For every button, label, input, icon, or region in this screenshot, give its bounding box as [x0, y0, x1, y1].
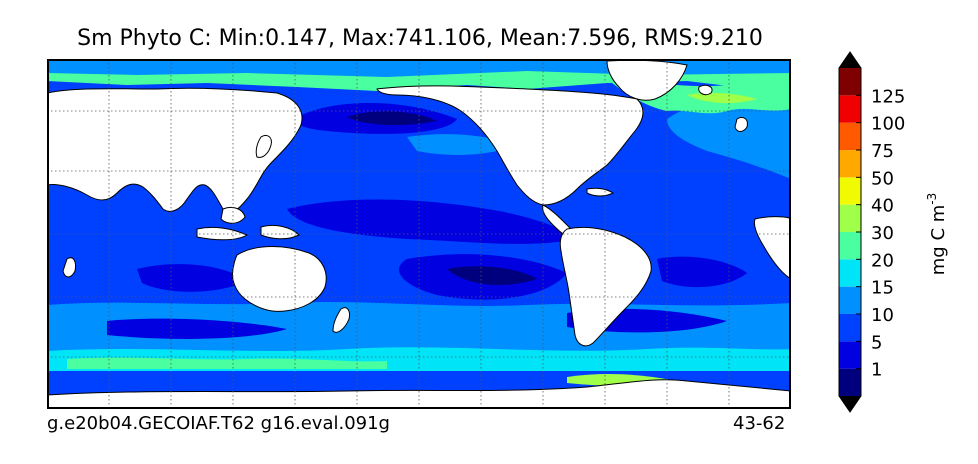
colorbar-segment [839, 314, 861, 342]
caribbean-islands [586, 187, 614, 197]
british-isles [734, 116, 748, 132]
colorbar-tick-label: 40 [871, 196, 894, 217]
africa-west-coast [754, 216, 791, 280]
colorbar-tick-label: 5 [871, 332, 882, 353]
colorbar-unit-label: mg C m-3 [925, 193, 949, 275]
southern-ocean-low-band [107, 318, 287, 339]
colorbar-tick-label: 1 [871, 360, 882, 381]
equatorial-pacific-low [287, 199, 577, 244]
colorbar-tick-label: 15 [871, 278, 894, 299]
indonesia [196, 226, 249, 241]
southern-ocean-very-high [67, 357, 387, 369]
colorbar-tick-label: 30 [871, 223, 894, 244]
north-pacific-core [347, 111, 437, 126]
colorbar-tick-label: 50 [871, 168, 894, 189]
new-guinea [260, 224, 300, 240]
footer-case-name: g.e20b04.GECOIAF.T62 g16.eval.091g [47, 413, 390, 434]
japan [255, 134, 272, 158]
indian-ocean-gyre [137, 264, 247, 292]
footer-year-range: 43-62 [733, 413, 786, 434]
colorbar-segment [839, 259, 861, 287]
new-zealand [332, 307, 350, 333]
colorbar-tick-label: 125 [871, 86, 905, 107]
gridlines [47, 59, 791, 409]
colorbar-segment [839, 232, 861, 260]
south-atlantic-gyre [657, 256, 747, 288]
asia-landmass [47, 87, 303, 213]
north-america [376, 85, 644, 206]
colorbar-segment [839, 177, 861, 205]
colorbar-segment [839, 341, 861, 369]
colorbar-segment [839, 150, 861, 178]
colorbar-extend-low [839, 396, 861, 412]
madagascar [62, 257, 76, 278]
colorbar: 1 5 10 15 20 30 40 50 75 100 125 mg C m-3 [833, 50, 973, 420]
colorbar-segment [839, 95, 861, 123]
colorbar-segment [839, 204, 861, 232]
colorbar-segment [839, 286, 861, 314]
colorbar-unit-exponent: -3 [925, 193, 939, 205]
colorbar-segment [839, 122, 861, 150]
colorbar-segment [839, 368, 861, 396]
ocean-map [47, 59, 791, 409]
colorbar-tick-label: 100 [871, 114, 905, 135]
colorbar-tick-label: 10 [871, 305, 894, 326]
land [47, 59, 791, 409]
south-pacific-core [447, 266, 537, 285]
colorbar-extend-high [839, 52, 861, 68]
greenland [606, 59, 688, 101]
south-america [559, 226, 652, 347]
map-frame [47, 59, 791, 409]
colorbar-outline [838, 51, 862, 413]
map-title: Sm Phyto C: Min:0.147, Max:741.106, Mean… [77, 26, 763, 51]
colorbar-segment [839, 68, 861, 96]
colorbar-tick-label: 20 [871, 250, 894, 271]
iceland [698, 84, 713, 96]
colorbar-tick-label: 75 [871, 141, 894, 162]
north-atlantic-bloom [687, 92, 757, 104]
australia [232, 246, 327, 312]
